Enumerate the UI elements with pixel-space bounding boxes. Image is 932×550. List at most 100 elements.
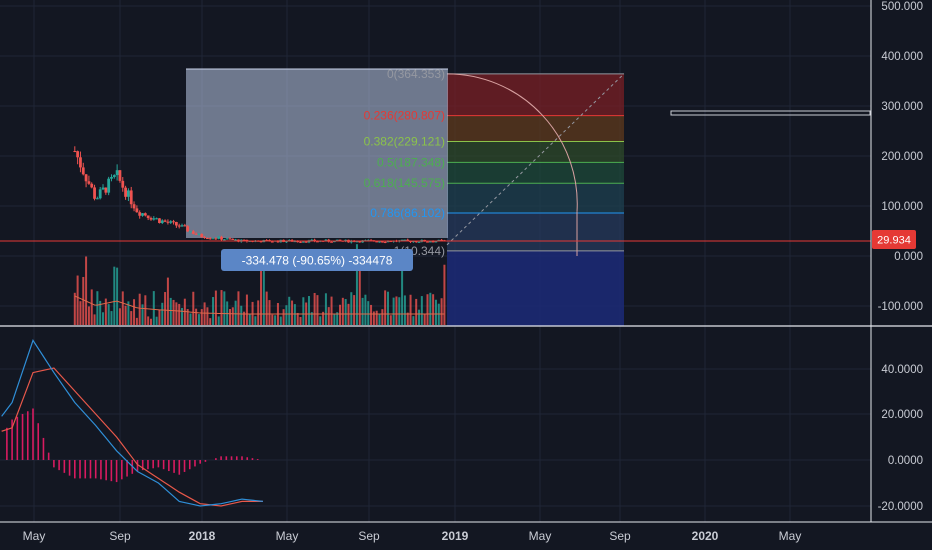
candle-body [95, 198, 99, 200]
volume-bar [432, 294, 435, 325]
volume-bar [398, 297, 401, 325]
volume-bar [96, 291, 99, 325]
candle-body [349, 240, 353, 243]
candle-body [149, 218, 153, 220]
macd-axis[interactable]: 40.0000 20.0000 0.0000 -20.0000 [878, 364, 923, 513]
candle-body [146, 215, 150, 219]
volume-bar [234, 300, 237, 325]
volume-bar [386, 291, 389, 325]
volume-bar [426, 294, 429, 325]
measure-box[interactable] [186, 68, 448, 238]
volume-bar [79, 301, 82, 325]
fib-band-extension [447, 250, 624, 326]
volume-bar [378, 313, 381, 325]
volume-bar [355, 244, 358, 325]
price-tick-label: 0.000 [894, 251, 923, 263]
volume-bar [90, 289, 93, 325]
volume-bar [212, 297, 215, 325]
candle-body [265, 240, 269, 242]
candle-body [206, 238, 209, 240]
volume-bar [147, 316, 150, 325]
candle-body [93, 187, 96, 199]
volume-bar [412, 316, 415, 325]
candle-body [118, 170, 122, 181]
volume-bar [116, 267, 119, 325]
time-tick-label: May [779, 529, 802, 543]
candle-body [431, 241, 435, 243]
volume-bar [93, 314, 96, 325]
volume-bar [76, 275, 79, 325]
candle-body [174, 221, 178, 226]
candle-body [440, 239, 443, 241]
candle-body [129, 190, 133, 205]
volume-bar [155, 316, 158, 325]
candle-body [155, 218, 159, 220]
volume-bar [169, 297, 172, 325]
candle-body [338, 239, 342, 241]
candle-body [228, 238, 232, 240]
price-axis[interactable]: 500.000 400.000 300.000 200.000 100.000 0.000… [878, 1, 923, 313]
macd-pane [1, 339, 263, 507]
macd-tick-label: 20.0000 [881, 409, 923, 421]
candle-body [183, 225, 187, 227]
volume-bar [203, 302, 206, 325]
measure-tooltip: -334.478 (-90.65%) -334478 [221, 249, 413, 271]
fibonacci-retracement[interactable] [446, 73, 625, 326]
volume-bar [181, 307, 184, 325]
horizontal-ray-drawing[interactable] [670, 110, 871, 116]
volume-bar [149, 318, 152, 325]
volume-bar [189, 313, 192, 325]
volume-bar [310, 312, 313, 325]
volume-bar [102, 312, 105, 325]
volume-bar [265, 291, 268, 325]
volume-bar [395, 296, 398, 325]
volume-bar [339, 304, 342, 325]
time-axis[interactable]: May Sep 2018 May Sep 2019 May Sep 2020 May [23, 529, 802, 543]
candle-body [234, 239, 238, 241]
candle-body [115, 170, 119, 176]
volume-bar [333, 313, 336, 325]
volume-bar [372, 311, 375, 325]
candle-body [270, 241, 274, 243]
candle-body [169, 221, 173, 223]
volume-bar [245, 294, 248, 325]
volume-bar [443, 264, 446, 325]
candle-body [189, 231, 192, 233]
candle-body [285, 241, 288, 243]
volume-bar [302, 297, 305, 325]
volume-bar [82, 276, 85, 325]
candle-body [344, 239, 348, 242]
volume-bar [178, 303, 181, 325]
candle-body [166, 221, 170, 223]
volume-bar [307, 296, 310, 325]
volume-bar [251, 301, 254, 325]
candle-body [414, 241, 418, 243]
time-tick-label: May [276, 529, 299, 543]
price-tick-label: -100.000 [878, 301, 923, 313]
fib-level-label: 0.786(86.102) [370, 206, 445, 220]
fib-level-label: 0(364.353) [387, 67, 445, 81]
volume-bar [291, 300, 294, 325]
time-tick-label: 2020 [692, 529, 719, 543]
fib-band [447, 183, 624, 213]
price-tick-label: 400.000 [881, 51, 923, 63]
candle-body [310, 239, 314, 241]
macd-line [1, 339, 263, 507]
volume-bar [231, 307, 234, 325]
candle-body [135, 208, 139, 213]
fib-band [447, 212, 624, 251]
fib-level-label: 0.5(187.348) [377, 155, 445, 169]
volume-bar [206, 307, 209, 325]
candle-body [200, 233, 204, 238]
volume-bar [279, 316, 282, 325]
volume-bar [350, 292, 353, 325]
candle-body [335, 239, 339, 241]
fib-band [447, 73, 624, 116]
measure-range-fill [186, 69, 448, 238]
volume-bar [288, 296, 291, 325]
volume-bar [192, 291, 195, 325]
candle-body [138, 212, 142, 216]
macd-tick-label: 40.0000 [881, 364, 923, 376]
macd-signal-line [1, 367, 263, 507]
